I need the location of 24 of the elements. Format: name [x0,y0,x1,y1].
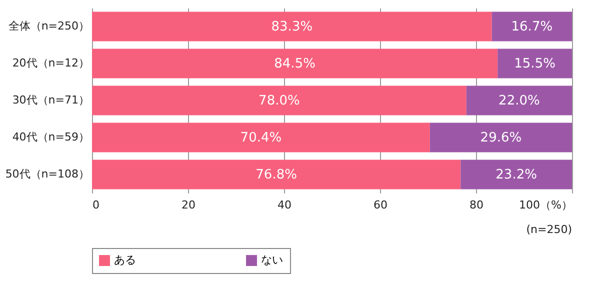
x-tick-label: 0 [92,198,100,212]
data-label: 15.5% [514,56,556,72]
data-label: 84.5% [274,56,316,72]
data-label: 23.2% [496,168,537,182]
y-tick-label: 50代（n=108） [5,168,90,180]
y-tick-label: 全体（n=250） [8,20,90,32]
legend-label: ある [114,254,136,267]
x-tick-label: 40 [278,198,292,212]
x-tick-label: 80 [470,198,484,212]
data-label: 22.0% [498,94,540,108]
data-label: 76.8% [256,168,297,182]
data-label: 83.3% [271,20,313,34]
data-label: 29.6% [480,130,522,146]
legend-label: ない [261,254,283,267]
y-tick-label: 40代（n=59） [12,130,90,144]
data-label: 78.0% [258,94,300,108]
data-label: 16.7% [511,20,553,34]
y-tick-label: 20代（n=12） [12,56,90,70]
y-tick-label: 30代（n=71） [12,94,90,106]
text: (n=250) [526,223,572,236]
data-label: 70.4% [240,130,282,146]
x-tick-label: 20 [182,198,196,212]
x-tick-label: 60 [374,198,388,212]
x-tick-label: 100（%） [519,198,572,212]
